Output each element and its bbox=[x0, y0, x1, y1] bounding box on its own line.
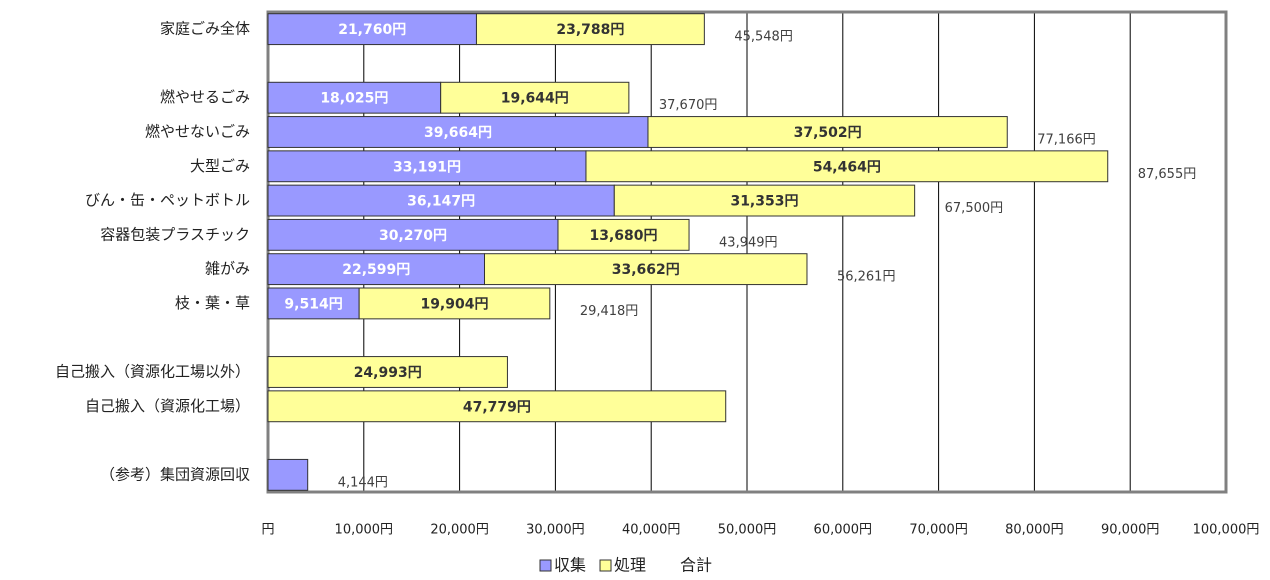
data-label: 39,664円 bbox=[424, 125, 492, 141]
bar-segment bbox=[440, 81, 630, 114]
bar-segment bbox=[483, 253, 808, 286]
x-tick-label: 20,000円 bbox=[430, 523, 489, 538]
total-label: 43,949円 bbox=[719, 235, 778, 250]
data-label: 31,353円 bbox=[730, 194, 798, 210]
data-label: 33,191円 bbox=[393, 159, 461, 175]
bar-segment bbox=[358, 287, 551, 320]
data-label: 33,662円 bbox=[612, 262, 680, 278]
x-tick-label: 60,000円 bbox=[814, 523, 873, 538]
category-label: 容器包装プラスチック bbox=[100, 225, 250, 243]
bar-segment bbox=[647, 116, 1008, 148]
data-label: 22,599円 bbox=[342, 262, 410, 278]
bar-segment bbox=[585, 150, 1109, 183]
total-label: 45,548円 bbox=[734, 30, 793, 45]
category-label: （参考）集団資源回収 bbox=[100, 465, 250, 483]
legend-label: 合計 bbox=[680, 556, 712, 575]
total-label: 37,670円 bbox=[659, 98, 718, 113]
data-label: 19,904円 bbox=[420, 296, 488, 312]
bar-segment bbox=[557, 218, 690, 251]
bar-segment bbox=[267, 253, 485, 286]
bar-segment bbox=[613, 184, 916, 217]
category-label: 枝・葉・草 bbox=[175, 294, 250, 312]
bar-segment bbox=[267, 356, 508, 388]
data-label: 13,680円 bbox=[589, 228, 657, 244]
bar-segment bbox=[267, 150, 587, 183]
x-tick-label: 50,000円 bbox=[718, 523, 777, 538]
x-tick-label: 40,000円 bbox=[622, 523, 681, 538]
x-tick-label: 70,000円 bbox=[909, 523, 968, 538]
total-label: 77,166円 bbox=[1037, 133, 1096, 148]
category-label: 家庭ごみ全体 bbox=[160, 20, 250, 38]
category-label: 自己搬入（資源化工場） bbox=[85, 397, 250, 415]
data-label: 23,788円 bbox=[556, 22, 624, 38]
legend-swatch bbox=[599, 559, 612, 572]
data-label: 19,644円 bbox=[501, 91, 569, 107]
plot-border bbox=[266, 10, 1228, 494]
bar-segment bbox=[267, 13, 477, 46]
data-label: 30,270円 bbox=[379, 228, 447, 244]
category-label: びん・缶・ペットボトル bbox=[85, 191, 250, 209]
data-label: 21,760円 bbox=[338, 22, 406, 38]
category-label: 自己搬入（資源化工場以外） bbox=[55, 363, 250, 381]
legend-swatch bbox=[539, 559, 552, 572]
category-label: 燃やせないごみ bbox=[145, 123, 250, 141]
x-tick-label: 円 bbox=[261, 523, 274, 538]
category-label: 燃やせるごみ bbox=[160, 88, 250, 106]
total-label: 29,418円 bbox=[580, 304, 639, 319]
bar-segment bbox=[267, 287, 360, 320]
bar-segment bbox=[475, 13, 705, 46]
legend-label: 処理 bbox=[614, 556, 646, 575]
legend-label: 収集 bbox=[554, 556, 586, 575]
x-tick-label: 80,000円 bbox=[1005, 523, 1064, 538]
data-label: 24,993円 bbox=[354, 365, 422, 381]
total-label: 67,500円 bbox=[945, 201, 1004, 216]
bar-segment bbox=[267, 458, 309, 491]
x-tick-label: 30,000円 bbox=[526, 523, 585, 538]
data-label: 9,514円 bbox=[284, 296, 342, 312]
data-label: 54,464円 bbox=[813, 159, 881, 175]
bar-segment bbox=[267, 390, 727, 423]
category-label: 雑がみ bbox=[205, 260, 250, 278]
data-label: 18,025円 bbox=[320, 91, 388, 107]
total-label: 4,144円 bbox=[338, 475, 388, 490]
bar-segment bbox=[267, 116, 649, 148]
data-label: 36,147円 bbox=[407, 194, 475, 210]
x-tick-label: 10,000円 bbox=[335, 523, 394, 538]
category-label: 大型ごみ bbox=[190, 157, 250, 175]
bar-segment bbox=[267, 218, 559, 251]
total-label: 56,261円 bbox=[837, 270, 896, 285]
x-tick-label: 90,000円 bbox=[1101, 523, 1160, 538]
total-label: 87,655円 bbox=[1138, 167, 1197, 182]
data-label: 47,779円 bbox=[463, 399, 531, 415]
data-label: 37,502円 bbox=[794, 125, 862, 141]
x-tick-label: 100,000円 bbox=[1193, 523, 1260, 538]
